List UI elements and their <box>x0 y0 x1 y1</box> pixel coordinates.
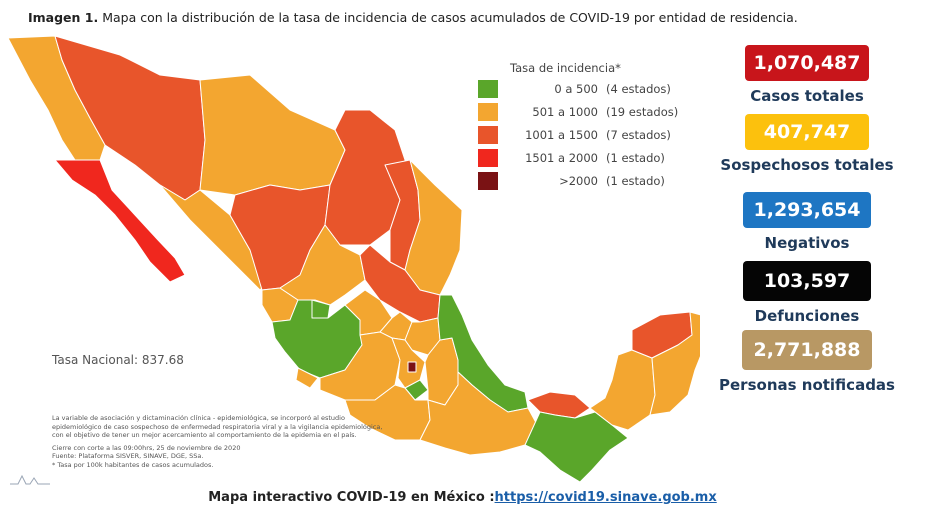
stat-label: Defunciones <box>754 307 860 325</box>
legend-item: >2000 (1 estado) <box>478 169 696 192</box>
note-line: La variable de asociación y dictaminació… <box>52 414 345 422</box>
stat-value-box: 407,747 <box>745 114 869 150</box>
stat-suspected: 407,747 Sospechosos totales <box>712 114 902 174</box>
state-ciudad-de-mexico[interactable] <box>407 361 417 373</box>
legend-count: (1 estado) <box>606 173 665 188</box>
stat-deaths: 103,597 Defunciones <box>712 261 902 325</box>
note-line: Cierre con corte a las 09:00hrs, 25 de n… <box>52 443 241 452</box>
stat-negatives: 1,293,654 Negativos <box>712 192 902 252</box>
state-zacatecas[interactable] <box>279 224 366 306</box>
wave-decoration-icon <box>10 474 50 485</box>
stat-value-box: 1,293,654 <box>743 192 871 228</box>
stat-notified: 2,771,888 Personas notificadas <box>712 330 902 394</box>
note-line: epidemiológico de caso sospechoso de enf… <box>52 422 383 431</box>
legend-count: (1 estado) <box>606 150 665 165</box>
legend-item: 1501 a 2000 (1 estado) <box>478 146 696 169</box>
figure-title-bold: Imagen 1. <box>28 10 99 25</box>
stat-label: Negativos <box>764 234 850 252</box>
note-line: con el objetivo de tener un mejor acerca… <box>52 431 357 440</box>
legend-range: 1001 a 1500 <box>525 127 598 142</box>
legend-item: 501 a 1000 (19 estados) <box>478 100 696 123</box>
footer: Mapa interactivo COVID-19 en México :htt… <box>0 490 925 505</box>
stat-label: Casos totales <box>750 87 864 105</box>
legend-count: (19 estados) <box>606 104 679 119</box>
state-oaxaca[interactable] <box>419 371 541 456</box>
state-chiapas[interactable] <box>524 411 629 483</box>
state-quintana-roo[interactable] <box>649 311 700 416</box>
stat-value-box: 1,070,487 <box>745 45 869 81</box>
legend-title: Tasa de incidencia* <box>510 61 621 75</box>
map-legend: Tasa de incidencia* 0 a 500 (4 estados) … <box>478 61 696 192</box>
legend-item: 0 a 500 (4 estados) <box>478 77 696 100</box>
stat-label: Sospechosos totales <box>720 156 894 174</box>
legend-swatch <box>478 171 498 190</box>
note-line: * Tasa por 100k habitantes de casos acum… <box>52 460 214 469</box>
legend-range: 1501 a 2000 <box>525 150 598 165</box>
legend-count: (7 estados) <box>606 127 671 142</box>
legend-item: 1001 a 1500 (7 estados) <box>478 123 696 146</box>
stat-label: Personas notificadas <box>719 376 895 394</box>
state-colima[interactable] <box>295 367 319 389</box>
legend-range: 0 a 500 <box>554 81 598 96</box>
footer-text: Mapa interactivo COVID-19 en México : <box>208 490 495 505</box>
legend-swatch <box>478 125 498 144</box>
legend-count: (4 estados) <box>606 81 671 96</box>
stat-value-box: 103,597 <box>743 261 871 301</box>
stat-value-box: 2,771,888 <box>742 330 872 370</box>
note-line: Fuente: Plataforma SISVER, SINAVE, DGE, … <box>52 452 204 461</box>
state-tabasco[interactable] <box>527 391 591 419</box>
figure-title: Imagen 1. Mapa con la distribución de la… <box>28 10 798 25</box>
national-rate: Tasa Nacional: 837.68 <box>52 353 184 367</box>
legend-swatch <box>478 148 498 167</box>
stat-total-cases: 1,070,487 Casos totales <box>712 45 902 105</box>
methodology-notes: La variable de asociación y dictaminació… <box>52 414 432 470</box>
legend-range: 501 a 1000 <box>532 104 598 119</box>
figure-title-text: Mapa con la distribución de la tasa de i… <box>98 10 798 25</box>
footer-link[interactable]: https://covid19.sinave.gob.mx <box>494 490 717 505</box>
legend-swatch <box>478 102 498 121</box>
state-chihuahua[interactable] <box>199 74 346 196</box>
mexico-map <box>7 35 700 483</box>
legend-range: >2000 <box>559 173 598 188</box>
state-baja-california-sur[interactable] <box>54 159 186 283</box>
legend-swatch <box>478 79 498 98</box>
